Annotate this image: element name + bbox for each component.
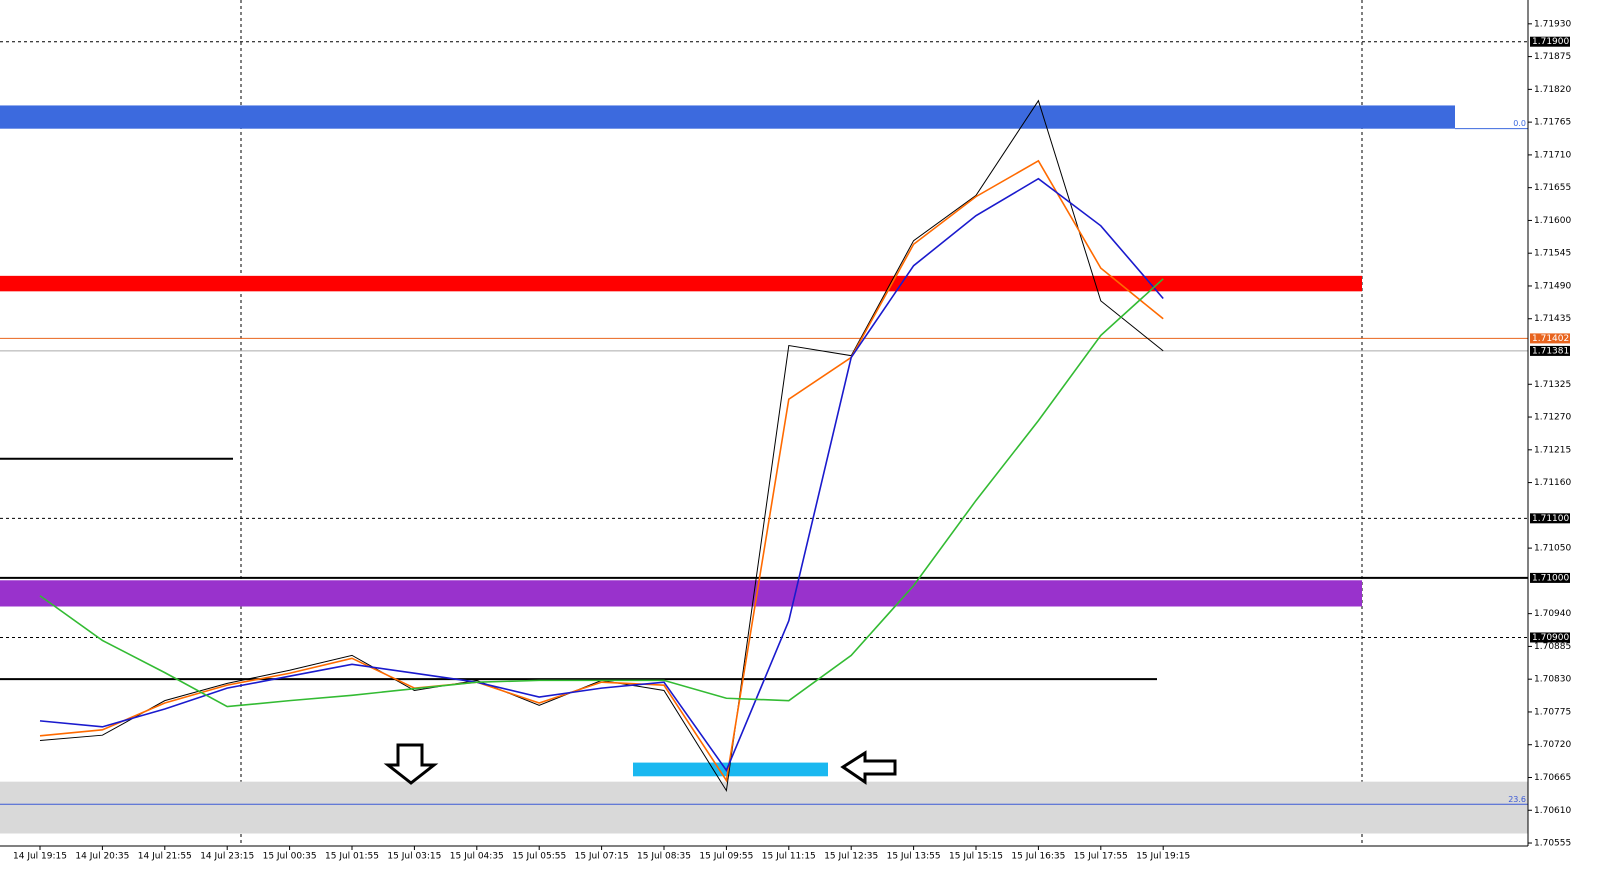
x-tick-label: 15 Jul 00:35 [263, 852, 317, 862]
y-tick-label: 1.71215 [1534, 445, 1571, 455]
x-tick-label: 14 Jul 23:15 [200, 852, 254, 862]
price-label-box [1530, 572, 1570, 583]
x-tick-label: 14 Jul 21:55 [138, 852, 192, 862]
price-label: 1.71000 [1532, 573, 1569, 583]
y-tick-label: 1.71270 [1534, 413, 1571, 423]
x-tick-label: 15 Jul 01:55 [325, 852, 379, 862]
y-tick-label: 1.71325 [1534, 380, 1571, 390]
zone [0, 580, 1362, 607]
y-tick-label: 1.70775 [1534, 707, 1571, 717]
x-tick-label: 15 Jul 08:35 [637, 852, 691, 862]
y-tick-label: 1.70555 [1534, 839, 1571, 849]
price-label-box [1530, 632, 1570, 643]
y-tick-label: 1.71160 [1534, 478, 1571, 488]
left-arrow [840, 750, 897, 785]
x-tick-label: 15 Jul 09:55 [699, 852, 753, 862]
price-label: 1.71381 [1532, 346, 1569, 356]
price-label: 1.71100 [1532, 514, 1569, 524]
y-tick-label: 1.71490 [1534, 281, 1571, 291]
y-tick-label: 1.71600 [1534, 216, 1571, 226]
x-tick-label: 15 Jul 13:55 [887, 852, 941, 862]
zone [0, 105, 1455, 129]
y-tick-label: 1.71050 [1534, 544, 1571, 554]
series-line [39, 278, 1164, 708]
x-tick-label: 15 Jul 12:35 [824, 852, 878, 862]
y-tick-label: 1.71655 [1534, 183, 1571, 193]
price-label-box [1530, 36, 1570, 47]
y-tick-label: 1.71930 [1534, 19, 1571, 29]
y-tick-label: 1.70830 [1534, 675, 1571, 685]
x-tick-label: 15 Jul 19:15 [1136, 852, 1190, 862]
price-label-box [1530, 333, 1570, 344]
x-tick-label: 15 Jul 16:35 [1011, 852, 1065, 862]
price-label: 1.71900 [1532, 37, 1569, 47]
level-label: 23.6 [1508, 795, 1526, 804]
y-tick-label: 1.71820 [1534, 85, 1571, 95]
x-tick-label: 14 Jul 19:15 [13, 852, 67, 862]
x-tick-label: 15 Jul 15:15 [949, 852, 1003, 862]
y-tick-label: 1.70940 [1534, 609, 1571, 619]
y-tick-label: 1.70610 [1534, 806, 1571, 816]
zone-label: 0.0 [1513, 119, 1526, 128]
zone [0, 781, 1528, 834]
plot-layer: 0.0 23.6 [0, 41, 1528, 834]
y-tick-label: 1.71765 [1534, 118, 1571, 128]
x-tick-label: 15 Jul 17:55 [1074, 852, 1128, 862]
series-line [39, 177, 1164, 772]
x-tick-label: 15 Jul 05:55 [512, 852, 566, 862]
zone [0, 275, 1362, 292]
series-line [39, 159, 1164, 783]
x-tick-label: 15 Jul 04:35 [450, 852, 504, 862]
y-tick-label: 1.70720 [1534, 740, 1571, 750]
price-label-box [1530, 345, 1570, 356]
price-label: 1.70900 [1532, 633, 1569, 643]
down-arrow [383, 743, 439, 785]
y-tick-label: 1.71545 [1534, 249, 1571, 259]
x-tick-label: 15 Jul 07:15 [575, 852, 629, 862]
x-tick-label: 15 Jul 11:15 [762, 852, 816, 862]
y-tick-label: 1.71710 [1534, 150, 1571, 160]
y-tick-label: 1.70665 [1534, 773, 1571, 783]
zone [633, 762, 828, 777]
y-tick-label: 1.71875 [1534, 52, 1571, 62]
price-label-box [1530, 513, 1570, 524]
x-tick-label: 14 Jul 20:35 [75, 852, 129, 862]
y-tick-label: 1.70885 [1534, 642, 1571, 652]
price-label: 1.71402 [1532, 334, 1569, 344]
y-tick-label: 1.71435 [1534, 314, 1571, 324]
x-tick-label: 15 Jul 03:15 [387, 852, 441, 862]
